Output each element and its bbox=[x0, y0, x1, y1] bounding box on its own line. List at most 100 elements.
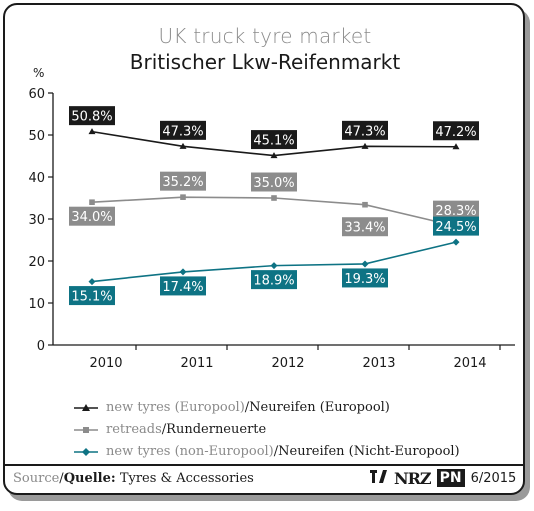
data-point-retreads bbox=[271, 195, 277, 201]
data-label-text: 35.2% bbox=[162, 175, 203, 190]
data-label-non_europool: 18.9% bbox=[251, 270, 297, 290]
legend-item-retreads: retreads/Runderneuerte bbox=[74, 419, 460, 441]
data-label-text: 47.3% bbox=[162, 124, 203, 139]
y-axis-label: % bbox=[33, 66, 44, 80]
data-point-non_europool bbox=[179, 268, 187, 276]
data-label-non_europool: 17.4% bbox=[160, 276, 206, 296]
legend-label-europool-de: /Neureifen (Europool) bbox=[244, 400, 390, 415]
legend-label-retreads-de: /Runderneuerte bbox=[161, 422, 267, 437]
x-tick-label: 2012 bbox=[271, 356, 304, 371]
data-label-retreads: 28.3% bbox=[433, 200, 479, 220]
data-point-europool bbox=[452, 143, 460, 150]
data-label-europool: 47.2% bbox=[433, 121, 479, 141]
data-label-europool: 47.3% bbox=[160, 120, 206, 140]
data-label-non_europool: 24.5% bbox=[433, 216, 479, 236]
line-chart: 0 10 20 30 40 50 60% 2010 2011 2012 2013 2014 50.8% 4… bbox=[28, 66, 515, 371]
legend: new tyres (Europool)/Neureifen (Europool… bbox=[74, 397, 460, 463]
chart-title: UK truck tyre market bbox=[158, 24, 372, 48]
series-line-retreads bbox=[91, 196, 457, 227]
data-label-europool: 47.3% bbox=[342, 120, 388, 140]
data-label-text: 19.3% bbox=[344, 272, 385, 287]
data-label-text: 28.3% bbox=[435, 204, 476, 219]
tt-logo-icon bbox=[370, 468, 388, 488]
data-label-text: 24.5% bbox=[435, 220, 476, 235]
data-point-non_europool bbox=[88, 278, 96, 286]
legend-label-europool-en: new tyres (Europool) bbox=[106, 400, 245, 415]
x-tick-label: 2013 bbox=[362, 356, 395, 371]
data-label-non_europool: 15.1% bbox=[69, 286, 115, 306]
y-tick-label: 60 bbox=[28, 87, 45, 102]
source-value: Tyres & Accessories bbox=[119, 471, 254, 486]
source-line: Source/Quelle: Tyres & Accessories bbox=[13, 471, 254, 486]
data-point-europool bbox=[88, 128, 96, 135]
legend-label-non-europool-de: /Neureifen (Nicht-Europool) bbox=[273, 444, 460, 459]
data-label-europool: 45.1% bbox=[251, 130, 297, 150]
data-point-non_europool bbox=[361, 260, 369, 268]
data-label-bg bbox=[342, 268, 388, 288]
data-label-bg bbox=[342, 217, 388, 237]
issue-number: 6/2015 bbox=[470, 470, 517, 486]
data-label-bg bbox=[69, 206, 115, 226]
publisher-logos: NRZ PN 6/2015 bbox=[370, 468, 516, 488]
data-label-bg bbox=[69, 106, 115, 126]
y-tick-label: 30 bbox=[28, 213, 45, 228]
data-label-bg bbox=[433, 121, 479, 141]
source-sep: / bbox=[59, 471, 64, 486]
logo-pn: PN bbox=[436, 469, 465, 487]
x-tick-label: 2014 bbox=[453, 356, 486, 371]
source-label-en: Source bbox=[13, 471, 60, 486]
source-label-de: Quelle: bbox=[63, 471, 116, 486]
y-tick-label: 40 bbox=[28, 171, 45, 186]
data-point-retreads bbox=[180, 194, 186, 200]
legend-swatch-non-europool bbox=[74, 448, 98, 456]
logo-nrz: NRZ bbox=[394, 468, 432, 488]
data-label-bg bbox=[433, 200, 479, 220]
data-point-europool bbox=[270, 152, 278, 159]
y-tick-label: 50 bbox=[28, 129, 45, 144]
data-label-bg bbox=[69, 286, 115, 306]
chart-frame: UK truck tyre market Britischer Lkw-Reif… bbox=[3, 3, 525, 495]
data-label-text: 34.0% bbox=[71, 210, 112, 225]
data-point-retreads bbox=[362, 201, 368, 208]
y-tick-label: 10 bbox=[28, 297, 45, 312]
data-label-text: 17.4% bbox=[162, 280, 203, 295]
data-label-bg bbox=[160, 276, 206, 296]
data-label-text: 50.8% bbox=[71, 110, 112, 125]
data-label-retreads: 34.0% bbox=[69, 206, 115, 226]
footer-divider bbox=[5, 464, 523, 466]
data-label-bg bbox=[433, 216, 479, 236]
data-label-text: 33.4% bbox=[344, 221, 385, 236]
data-label-bg bbox=[251, 270, 297, 290]
data-point-non_europool bbox=[270, 262, 278, 270]
legend-swatch-retreads bbox=[74, 427, 98, 433]
y-tick-label: 20 bbox=[28, 255, 45, 270]
data-label-non_europool: 19.3% bbox=[342, 268, 388, 288]
data-label-retreads: 35.2% bbox=[160, 171, 206, 191]
data-label-bg bbox=[160, 171, 206, 191]
data-label-bg bbox=[160, 120, 206, 140]
data-label-text: 45.1% bbox=[253, 134, 294, 149]
data-point-europool bbox=[179, 142, 187, 149]
legend-item-non-europool: new tyres (non-Europool)/Neureifen (Nich… bbox=[74, 441, 460, 463]
data-point-retreads bbox=[89, 199, 95, 205]
data-label-text: 15.1% bbox=[71, 290, 112, 305]
legend-item-europool: new tyres (Europool)/Neureifen (Europool… bbox=[74, 397, 460, 419]
x-tick-label: 2011 bbox=[180, 356, 213, 371]
data-label-bg bbox=[251, 130, 297, 150]
data-label-text: 35.0% bbox=[253, 176, 294, 191]
y-tick-label: 0 bbox=[37, 339, 45, 354]
data-label-text: 47.2% bbox=[435, 125, 476, 140]
data-label-text: 47.3% bbox=[344, 124, 385, 139]
data-point-non_europool bbox=[452, 238, 460, 246]
data-label-bg bbox=[342, 120, 388, 140]
legend-label-retreads-en: retreads bbox=[106, 422, 162, 437]
legend-swatch-europool bbox=[74, 404, 98, 411]
data-label-bg bbox=[251, 172, 297, 192]
data-label-retreads: 33.4% bbox=[342, 217, 388, 237]
data-label-retreads: 35.0% bbox=[251, 172, 297, 192]
data-point-europool bbox=[361, 142, 369, 149]
x-tick-label: 2010 bbox=[89, 356, 122, 371]
chart-subtitle: Britischer Lkw-Reifenmarkt bbox=[129, 50, 401, 74]
data-label-europool: 50.8% bbox=[69, 106, 115, 126]
data-label-text: 18.9% bbox=[253, 274, 294, 289]
